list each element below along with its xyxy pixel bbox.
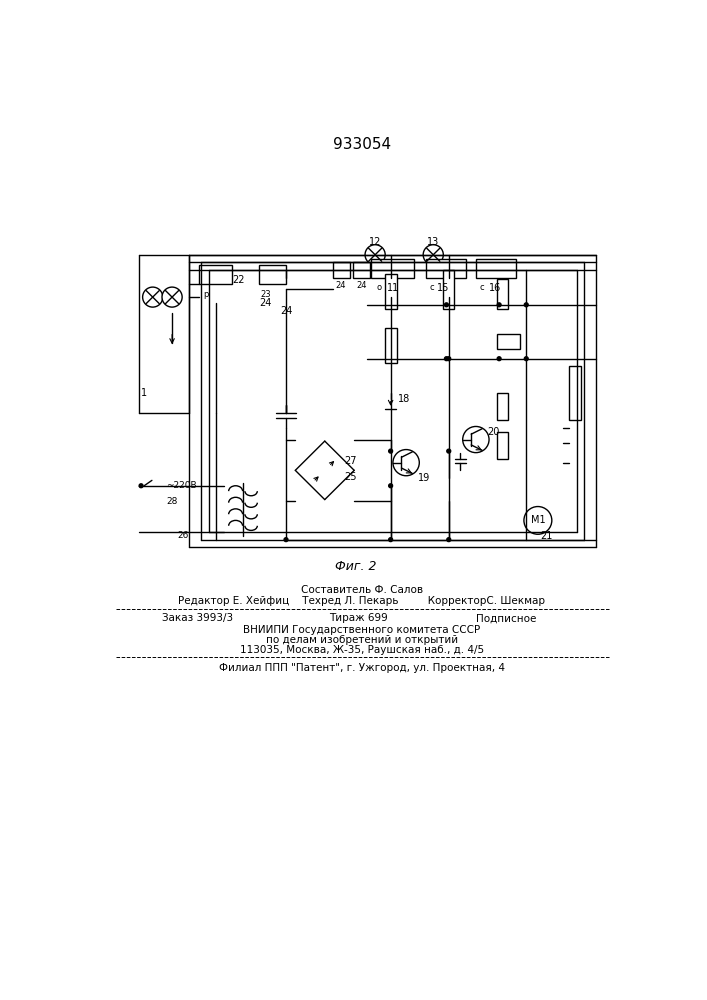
Bar (385, 328, 397, 363)
Text: 22: 22 (232, 275, 244, 285)
Bar (497, 393, 508, 420)
Circle shape (445, 303, 448, 307)
Bar (385, 274, 397, 309)
Text: Подписное: Подписное (476, 613, 536, 623)
Text: Тираж 699: Тираж 699 (329, 613, 387, 623)
Circle shape (389, 538, 392, 542)
Text: 19: 19 (418, 473, 430, 483)
Text: 27: 27 (344, 456, 356, 466)
Bar (426, 259, 466, 278)
Circle shape (162, 287, 182, 307)
Text: 26: 26 (177, 531, 189, 540)
Circle shape (423, 245, 443, 265)
Circle shape (497, 357, 501, 361)
Bar (259, 265, 286, 284)
Circle shape (139, 484, 143, 488)
Bar (199, 265, 232, 284)
Circle shape (447, 303, 450, 307)
Text: c: c (429, 283, 434, 292)
Bar (332, 262, 349, 278)
Circle shape (524, 507, 552, 534)
Text: 24: 24 (336, 281, 346, 290)
Circle shape (389, 357, 392, 361)
Bar (443, 270, 454, 309)
Circle shape (389, 303, 392, 307)
Circle shape (445, 357, 448, 361)
Text: ~220В: ~220В (166, 481, 197, 490)
Circle shape (525, 303, 528, 307)
Text: 23: 23 (260, 290, 271, 299)
Circle shape (143, 287, 163, 307)
Circle shape (393, 450, 419, 476)
Text: 25: 25 (344, 472, 356, 482)
Circle shape (389, 449, 392, 453)
Text: Фиг. 2: Фиг. 2 (335, 560, 377, 573)
Text: 24: 24 (280, 306, 292, 316)
Bar (476, 259, 516, 278)
Text: 28: 28 (166, 497, 177, 506)
Text: р: р (203, 290, 209, 299)
Text: Заказ 3993/3: Заказ 3993/3 (162, 613, 233, 623)
Text: 21: 21 (540, 531, 553, 541)
Text: 15: 15 (437, 283, 450, 293)
Bar (371, 259, 414, 278)
Circle shape (497, 303, 501, 307)
Text: 18: 18 (398, 394, 411, 404)
Bar (354, 262, 370, 278)
Circle shape (447, 449, 450, 453)
Circle shape (284, 538, 288, 542)
Text: ВНИИПИ Государственного комитета СССР: ВНИИПИ Государственного комитета СССР (243, 625, 481, 635)
Circle shape (462, 426, 489, 453)
Circle shape (525, 357, 528, 361)
Text: 16: 16 (489, 283, 501, 293)
Text: Филиал ППП "Патент", г. Ужгород, ул. Проектная, 4: Филиал ППП "Патент", г. Ужгород, ул. Про… (219, 663, 505, 673)
Text: Редактор Е. Хейфиц    Техред Л. Пекарь         КорректорС. Шекмар: Редактор Е. Хейфиц Техред Л. Пекарь Корр… (178, 596, 545, 606)
Text: 20: 20 (488, 427, 500, 437)
Text: 13: 13 (427, 237, 439, 247)
Text: 24: 24 (259, 298, 271, 308)
Text: по делам изобретений и открытий: по делам изобретений и открытий (266, 635, 458, 645)
Text: 12: 12 (369, 237, 381, 247)
Text: Составитель Ф. Салов: Составитель Ф. Салов (301, 585, 423, 595)
Text: М1: М1 (530, 515, 545, 525)
Text: 933054: 933054 (333, 137, 391, 152)
Text: c: c (480, 283, 484, 292)
Text: 24: 24 (357, 281, 367, 290)
Text: 113035, Москва, Ж-35, Раушская наб., д. 4/5: 113035, Москва, Ж-35, Раушская наб., д. … (240, 645, 484, 655)
Circle shape (447, 538, 450, 542)
Text: 11: 11 (387, 283, 399, 293)
Circle shape (389, 484, 392, 488)
Text: o: o (377, 283, 382, 292)
Bar (497, 279, 508, 309)
Bar (497, 432, 508, 459)
Bar (569, 366, 580, 420)
Circle shape (447, 357, 450, 361)
Circle shape (365, 245, 385, 265)
Text: 1: 1 (141, 388, 147, 398)
Bar (497, 334, 520, 349)
